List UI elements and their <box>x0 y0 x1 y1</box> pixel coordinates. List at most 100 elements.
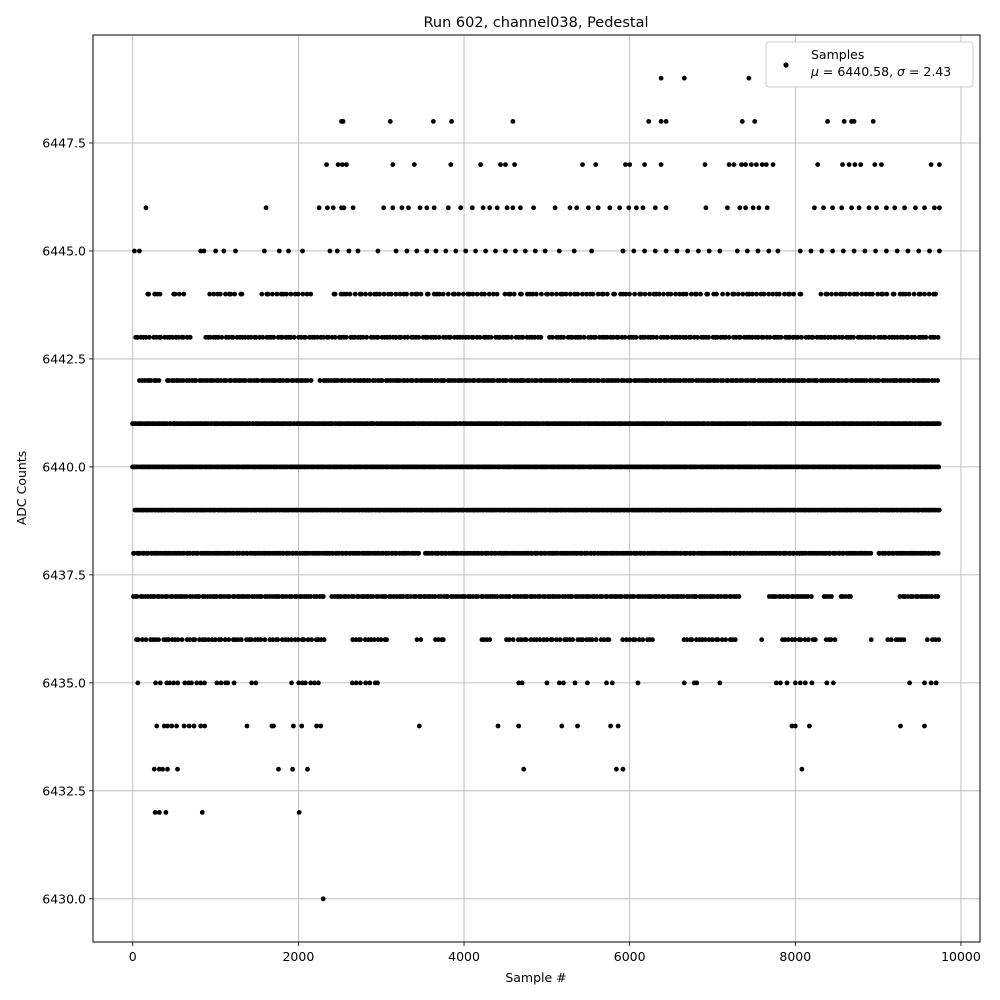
data-point <box>711 594 716 599</box>
data-point <box>516 723 522 729</box>
data-point <box>522 248 528 254</box>
data-point <box>846 162 852 168</box>
data-point <box>720 291 725 297</box>
data-point <box>360 334 366 340</box>
data-point <box>851 119 857 124</box>
data-point <box>812 637 818 643</box>
data-point <box>334 248 340 254</box>
data-point <box>690 378 696 383</box>
data-point <box>856 205 862 211</box>
data-point <box>469 205 475 211</box>
data-point <box>441 378 447 383</box>
data-point <box>851 248 857 254</box>
data-point <box>661 594 667 599</box>
data-point <box>725 205 730 211</box>
data-point <box>524 594 530 599</box>
data-point <box>706 334 711 340</box>
data-point <box>642 162 647 168</box>
data-point <box>487 637 493 643</box>
data-point <box>561 680 566 686</box>
data-point <box>926 378 931 383</box>
data-point <box>623 162 628 168</box>
data-point <box>146 334 152 340</box>
data-point <box>303 680 308 686</box>
data-point <box>916 248 922 254</box>
data-point <box>693 594 699 599</box>
data-point <box>156 378 162 383</box>
data-point <box>652 248 658 254</box>
data-point <box>436 637 441 643</box>
data-point <box>308 378 314 383</box>
data-point <box>351 594 356 599</box>
data-point <box>668 291 674 297</box>
data-point <box>787 334 793 340</box>
data-point <box>166 637 172 643</box>
data-point <box>882 334 888 340</box>
data-point <box>913 205 918 211</box>
data-point <box>752 119 758 124</box>
data-point <box>650 334 656 340</box>
data-point <box>815 162 821 168</box>
data-point <box>851 334 856 340</box>
data-point <box>449 119 454 124</box>
data-point <box>614 766 619 772</box>
data-point <box>674 248 680 254</box>
data-point <box>470 334 476 340</box>
data-point <box>694 291 699 297</box>
data-point <box>545 291 551 297</box>
data-point <box>358 637 363 643</box>
data-point <box>620 637 626 643</box>
data-point <box>833 334 839 340</box>
data-point <box>176 334 182 340</box>
data-point <box>684 637 690 643</box>
data-point <box>922 723 927 729</box>
data-point <box>928 162 934 168</box>
data-point <box>375 334 381 340</box>
data-point <box>798 291 804 297</box>
data-point <box>922 680 927 686</box>
data-point <box>473 248 478 254</box>
data-point <box>344 291 349 297</box>
legend-sigma-text: = 2.43 <box>905 64 951 79</box>
data-point <box>681 75 687 81</box>
data-point <box>470 291 476 297</box>
data-point <box>232 291 238 297</box>
data-point <box>731 291 737 297</box>
data-point <box>258 594 264 599</box>
data-point <box>213 248 219 254</box>
data-point <box>260 334 266 340</box>
data-point <box>246 594 252 599</box>
data-point <box>286 248 291 254</box>
data-point <box>575 723 580 729</box>
data-point <box>683 334 689 340</box>
data-point <box>288 291 294 297</box>
data-point <box>393 248 399 254</box>
data-point <box>493 248 498 254</box>
data-point <box>497 334 503 340</box>
data-point <box>822 334 828 340</box>
data-point <box>518 637 524 643</box>
data-point <box>715 637 721 643</box>
data-point <box>923 334 929 340</box>
data-point <box>303 334 308 340</box>
data-point <box>646 119 652 124</box>
data-point <box>387 334 393 340</box>
data-point <box>289 680 294 686</box>
data-point <box>723 637 728 643</box>
data-point <box>152 594 157 599</box>
data-point <box>852 162 858 168</box>
data-point <box>176 291 182 297</box>
data-point <box>289 594 294 599</box>
data-point <box>180 378 186 383</box>
data-point <box>192 637 198 643</box>
data-point <box>355 248 361 254</box>
data-point <box>284 291 289 297</box>
data-point <box>491 378 497 383</box>
data-point <box>340 119 346 124</box>
data-point <box>383 594 388 599</box>
data-point <box>347 378 353 383</box>
data-point <box>406 205 411 211</box>
data-point <box>353 637 359 643</box>
data-point <box>440 291 446 297</box>
data-point <box>932 334 938 340</box>
